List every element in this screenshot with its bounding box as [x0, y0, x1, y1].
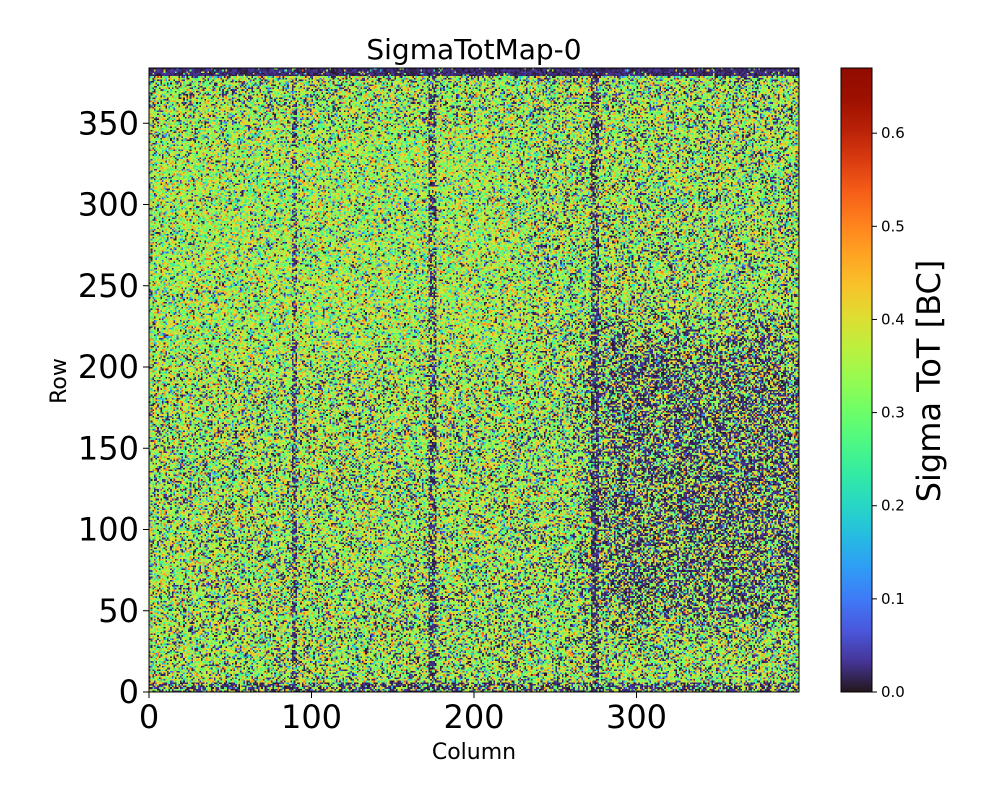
y-tick-label: 250 — [78, 267, 139, 305]
y-tick-label: 200 — [78, 348, 139, 386]
colorbar-tick-label: 0.0 — [881, 683, 905, 701]
colorbar-tick-label: 0.3 — [881, 404, 905, 422]
y-tick-label: 50 — [98, 592, 139, 630]
colorbar-tick-label: 0.2 — [881, 497, 905, 515]
plot-frame — [148, 67, 800, 693]
y-tick-label: 300 — [78, 186, 139, 224]
x-axis-label: Column — [432, 740, 516, 765]
y-tick-label: 150 — [78, 429, 139, 467]
x-axis-ticks: 0 100 200 300 — [139, 692, 667, 736]
y-tick-label: 350 — [78, 104, 139, 142]
colorbar-tick-label: 0.4 — [881, 310, 905, 328]
colorbar — [840, 67, 873, 693]
x-tick-label: 300 — [606, 698, 667, 736]
x-tick-label: 200 — [443, 698, 504, 736]
colorbar-tick-label: 0.6 — [881, 124, 905, 142]
y-tick-label: 100 — [78, 511, 139, 549]
colorbar-tick-label: 0.5 — [881, 217, 905, 235]
y-tick-label: 0 — [119, 673, 139, 711]
x-tick-label: 100 — [281, 698, 342, 736]
heatmap-image — [149, 68, 799, 692]
x-tick-label: 0 — [139, 698, 159, 736]
chart-title: SigmaTotMap-0 — [366, 33, 581, 66]
colorbar-tick-label: 0.1 — [881, 590, 905, 608]
y-axis-label: Row — [47, 358, 72, 404]
colorbar-label: Sigma ToT [BC] — [910, 260, 948, 503]
y-axis-ticks: 0 50 100 150 200 250 300 350 — [78, 104, 149, 711]
colorbar-ticks: 0.0 0.1 0.2 0.3 0.4 0.5 0.6 — [872, 124, 905, 701]
